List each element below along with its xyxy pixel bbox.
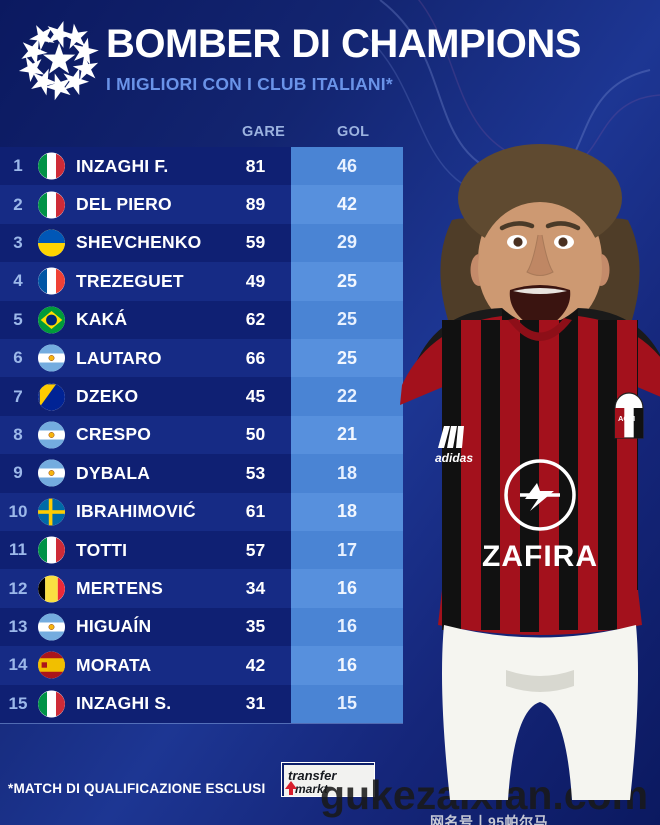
- svg-text:ACM: ACM: [618, 414, 635, 423]
- svg-text:adidas: adidas: [435, 451, 473, 465]
- svg-text:ZAFIRA: ZAFIRA: [482, 540, 598, 573]
